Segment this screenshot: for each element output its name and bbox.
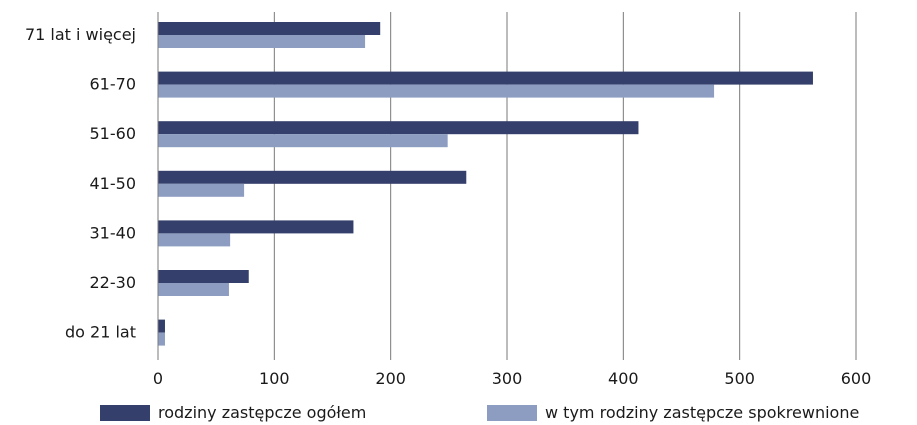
bar-total (158, 319, 165, 333)
x-tick-label: 600 (841, 369, 872, 388)
bar-total (158, 121, 639, 135)
category-label: 71 lat i więcej (25, 25, 136, 44)
category-label: do 21 lat (65, 323, 136, 342)
bar-related (158, 233, 231, 247)
bar-related (158, 283, 229, 296)
gridlines (273, 12, 857, 360)
category-label: 51-60 (90, 124, 137, 143)
bars (158, 22, 813, 346)
legend-item-related: w tym rodziny zastępcze spokrewnione (487, 403, 859, 422)
category-label: 22-30 (90, 273, 137, 292)
x-tick-label: 200 (375, 369, 406, 388)
x-tick-label: 300 (492, 369, 523, 388)
bar-total (158, 220, 354, 234)
x-tick-labels: 0 100 200 300 400 500 600 (153, 369, 871, 388)
bar-related (158, 84, 715, 98)
legend-item-total: rodziny zastępcze ogółem (100, 403, 366, 422)
bar-related (158, 35, 366, 48)
bar-total (158, 170, 467, 184)
category-label: 31-40 (90, 223, 137, 242)
x-tick-label: 400 (608, 369, 639, 388)
legend: rodziny zastępcze ogółem w tym rodziny z… (0, 400, 917, 425)
bar-related (158, 332, 165, 346)
bar-related (158, 183, 245, 197)
category-labels: 71 lat i więcej 61-70 51-60 41-50 31-40 22-30… (25, 25, 136, 342)
x-tick-label: 0 (153, 369, 163, 388)
bar-total (158, 22, 381, 35)
category-label: 41-50 (90, 174, 137, 193)
x-tick-label: 500 (724, 369, 755, 388)
bar-total (158, 71, 813, 85)
x-tick-label: 100 (259, 369, 290, 388)
bar-total (158, 270, 249, 283)
legend-swatch-related (487, 404, 537, 421)
legend-swatch-total (100, 404, 150, 421)
category-label: 61-70 (90, 75, 137, 94)
legend-label-total: rodziny zastępcze ogółem (158, 403, 367, 422)
legend-label-related: w tym rodziny zastępcze spokrewnione (545, 403, 860, 422)
bar-related (158, 134, 448, 148)
